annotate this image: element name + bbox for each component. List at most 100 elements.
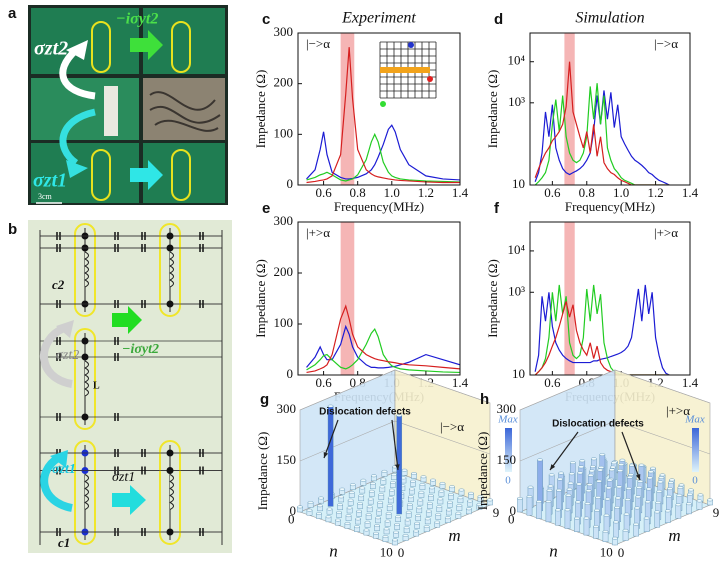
panel-label: g [260,391,269,408]
bar-top [668,481,674,484]
site-ring [159,223,181,317]
bar-top [376,508,382,512]
x-tick-label: 1.4 [452,185,469,200]
arrowhead [66,40,88,60]
y-tick-label: 200 [274,264,294,279]
inductor [83,251,89,288]
bar-top [405,510,412,514]
bar-top [588,469,595,473]
bar-top [638,463,645,467]
bar-top [430,478,436,482]
bar [583,517,590,536]
series-line [306,132,460,183]
bar-top [536,500,542,503]
bar-top [569,461,576,464]
x-axis-title: Frequency(MHz) [565,199,655,214]
arrowhead [50,450,68,468]
chart-title: Simulation [575,10,644,27]
bar [664,510,671,523]
site-ring [171,21,191,73]
y-tick-label: 100 [274,315,294,330]
x-tick-label: 1.2 [647,185,663,200]
component-column [104,86,118,136]
m-tick-label: 9 [713,505,719,520]
state-label: |−>α [306,36,330,51]
series-line [534,284,670,375]
node [166,449,174,457]
bar-top [678,483,685,487]
z-axis-title: Impedance (Ω) [475,432,490,511]
bar-top [548,473,555,477]
bar-top [579,459,586,463]
annotation-arrow [549,431,579,471]
operator-label: −iσyt2 [116,11,158,28]
bar-top [546,488,553,492]
bar-top [345,514,352,518]
site-ring [159,440,181,545]
bar-top [686,502,692,506]
bar-top [477,495,484,498]
board [31,78,139,140]
y-tick-label: 10³ [508,94,525,109]
x-tick-label: 0.8 [579,185,595,200]
node [81,337,89,345]
colorbar-label: Max [684,414,705,426]
y-tick-label: 10⁴ [507,242,525,257]
bar-top [429,486,435,490]
bar-top [317,504,323,508]
x-tick-label: 0.6 [315,375,332,390]
site-ring [91,149,111,201]
x-tick-label: 1.2 [418,185,434,200]
m-tick-label: 0 [618,545,625,560]
x-tick-label: 1.0 [384,185,400,200]
bar-top [557,477,563,481]
x-tick-label: 1.4 [682,185,699,200]
bar-top [637,479,644,483]
bar-top [420,475,427,479]
grid-line [519,369,711,411]
bar-top [633,522,639,526]
bar [555,509,561,526]
z-tick-label: 0 [290,503,297,518]
operator-label: σzt2 [56,348,79,363]
bar-top [423,525,430,528]
bar [536,501,542,519]
bar-top [411,472,417,475]
bar-top [591,457,597,461]
bar-top [306,508,313,512]
bar-top [614,506,620,509]
capacitor [141,466,204,475]
bar-top [344,522,351,525]
n-axis-title: n [329,541,338,560]
bar-top [643,516,650,520]
colorbar-label: 0 [505,475,511,487]
bar-top [676,493,683,497]
site-ring [171,149,191,201]
bar [686,503,692,515]
bar-top [455,511,462,515]
bar-top [645,487,652,491]
site-ring [74,328,96,430]
highlight-band [340,33,355,185]
bar [564,509,571,529]
site-ring [74,223,96,317]
operator-label: σzt1 [112,470,135,485]
bar-top [604,497,611,501]
bar-top [360,478,367,482]
capacitor [56,353,119,361]
curved-arrow [39,324,73,388]
y-tick-label: 300 [274,24,294,39]
bar-top [595,496,601,499]
bar-top [555,508,561,512]
y-axis-title: Impedance (Ω) [253,70,268,149]
z-axis-title: Impedance (Ω) [255,432,270,511]
bar-top [335,518,341,522]
bar-top [650,466,656,470]
bar-top [527,485,534,489]
x-tick-label: 1.4 [452,375,469,390]
bar-top [370,482,376,485]
state-label: |+>α [306,225,330,240]
bar-top [396,414,403,417]
bar-top [466,507,472,511]
bar [517,498,523,513]
